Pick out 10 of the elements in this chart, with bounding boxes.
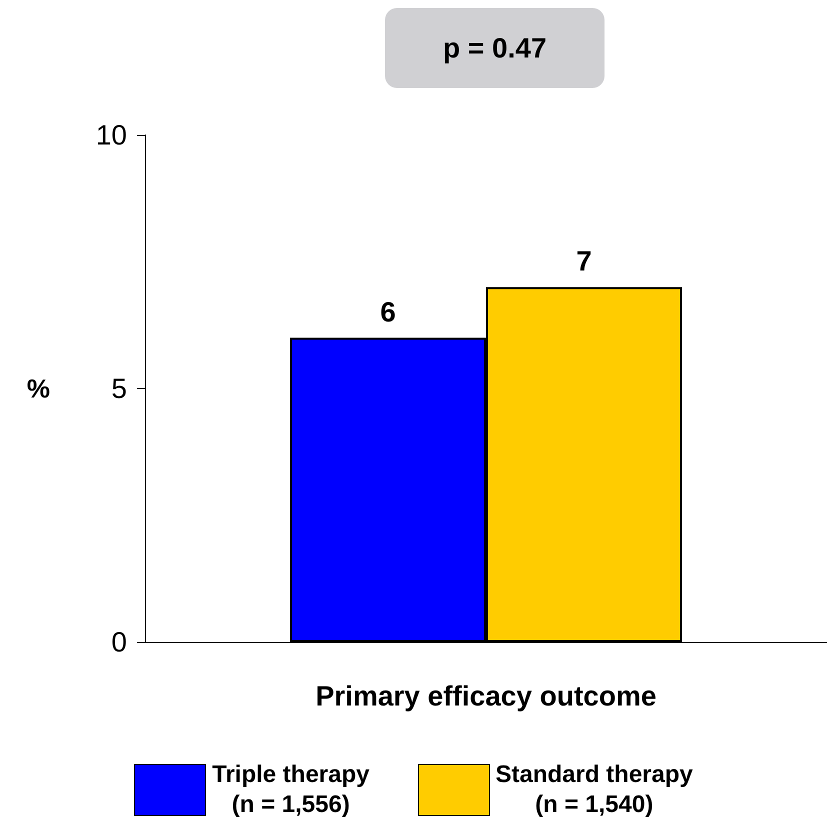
data-label: 7 xyxy=(576,246,592,277)
legend-label: Triple therapy (n = 1,556) xyxy=(212,760,370,820)
y-tick-label: 10 xyxy=(96,120,127,150)
legend-label: Standard therapy (n = 1,540) xyxy=(496,760,693,820)
y-tick-label: 0 xyxy=(111,626,127,658)
text: p = 0.47 xyxy=(443,32,547,64)
data-label: 6 xyxy=(380,296,396,328)
x-tick-label: Primary efficacy outcome xyxy=(316,680,656,712)
y-axis-title: % xyxy=(26,374,50,404)
y-tick-label: 5 xyxy=(111,373,127,404)
